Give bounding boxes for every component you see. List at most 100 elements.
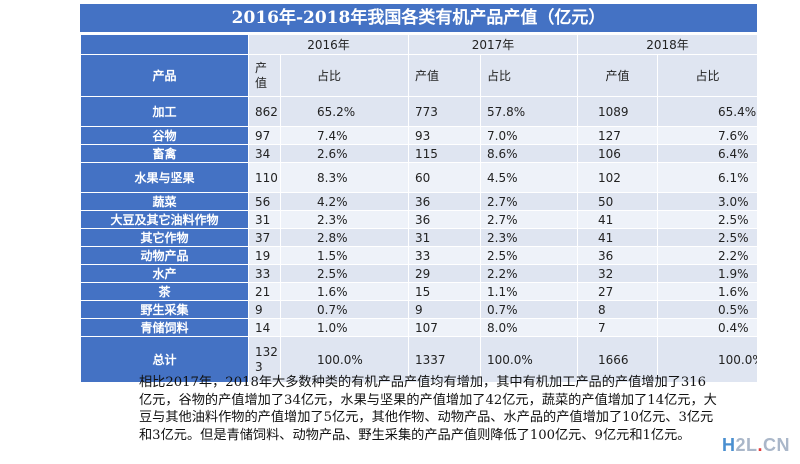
row-category: 水果与坚果 — [80, 162, 249, 193]
share-2016: 2.8% — [279, 228, 410, 247]
share-2017: 0.7% — [480, 300, 579, 319]
share-2018: 1.6% — [657, 282, 759, 301]
row-category: 大豆及其它油料作物 — [80, 210, 249, 229]
share-2017: 1.1% — [480, 282, 579, 301]
total-label: 总计 — [80, 336, 249, 383]
watermark-l: L — [745, 435, 758, 455]
value-2018: 127 — [577, 126, 659, 145]
total-share-2018: 100.0% — [657, 336, 759, 383]
table-row: 谷物 97 7.4% 93 7.0% 127 7.6% — [80, 126, 759, 145]
share-header-2018: 占比 — [657, 54, 759, 97]
year-header-2018: 2018年 — [577, 34, 759, 55]
share-2016: 2.6% — [279, 144, 410, 163]
value-2017: 115 — [408, 144, 482, 163]
share-2017: 2.2% — [480, 264, 579, 283]
share-2018: 2.5% — [657, 228, 759, 247]
value-header-2017: 产值 — [408, 54, 482, 97]
value-2017: 36 — [408, 210, 482, 229]
table-row: 动物产品 19 1.5% 33 2.5% 36 2.2% — [80, 246, 759, 265]
table-row: 大豆及其它油料作物 31 2.3% 36 2.7% 41 2.5% — [80, 210, 759, 229]
row-category: 其它作物 — [80, 228, 249, 247]
value-2016: 862 — [248, 96, 281, 127]
table-row: 茶 21 1.6% 15 1.1% 27 1.6% — [80, 282, 759, 301]
share-2016: 0.7% — [279, 300, 410, 319]
row-category: 水产 — [80, 264, 249, 283]
table-row: 水产 33 2.5% 29 2.2% 32 1.9% — [80, 264, 759, 283]
value-2016: 19 — [248, 246, 281, 265]
row-category: 谷物 — [80, 126, 249, 145]
value-2016: 37 — [248, 228, 281, 247]
total-share-2016: 100.0% — [279, 336, 410, 383]
value-2017: 29 — [408, 264, 482, 283]
share-2017: 2.7% — [480, 210, 579, 229]
share-2017: 4.5% — [480, 162, 579, 193]
share-2016: 7.4% — [279, 126, 410, 145]
value-2016: 34 — [248, 144, 281, 163]
summary-paragraph: 相比2017年，2018年大多数种类的有机产品产值均有增加，其中有机加工产品的产… — [139, 375, 717, 443]
value-2018: 8 — [577, 300, 659, 319]
share-2017: 2.5% — [480, 246, 579, 265]
value-2018: 7 — [577, 318, 659, 337]
watermark-cn: CN — [763, 435, 790, 455]
share-2016: 4.2% — [279, 192, 410, 211]
share-2016: 2.3% — [279, 210, 410, 229]
value-2017: 31 — [408, 228, 482, 247]
value-2017: 15 — [408, 282, 482, 301]
share-2017: 2.7% — [480, 192, 579, 211]
value-header-2018: 产值 — [577, 54, 659, 97]
share-2018: 65.4% — [657, 96, 759, 127]
share-2017: 2.3% — [480, 228, 579, 247]
share-2018: 6.4% — [657, 144, 759, 163]
share-2018: 0.5% — [657, 300, 759, 319]
row-category: 畜禽 — [80, 144, 249, 163]
table-row: 畜禽 34 2.6% 115 8.6% 106 6.4% — [80, 144, 759, 163]
production-value-table: 2016年 2017年 2018年 产品 产 值 占比 产值 占比 产值 占比 … — [80, 34, 759, 383]
value-2016: 9 — [248, 300, 281, 319]
value-2017: 773 — [408, 96, 482, 127]
share-2016: 8.3% — [279, 162, 410, 193]
share-2016: 2.5% — [279, 264, 410, 283]
share-2018: 6.1% — [657, 162, 759, 193]
share-2016: 1.6% — [279, 282, 410, 301]
share-header-2017: 占比 — [480, 54, 579, 97]
watermark-h: H — [721, 435, 736, 455]
table-body: 加工 862 65.2% 773 57.8% 1089 65.4% 谷物 97 … — [80, 96, 759, 383]
share-2017: 8.0% — [480, 318, 579, 337]
table-row: 蔬菜 56 4.2% 36 2.7% 50 3.0% — [80, 192, 759, 211]
share-2017: 8.6% — [480, 144, 579, 163]
header-blank — [80, 34, 249, 55]
share-2016: 1.5% — [279, 246, 410, 265]
row-category: 加工 — [80, 96, 249, 127]
value-header-2016: 产 值 — [248, 54, 281, 97]
value-2018: 50 — [577, 192, 659, 211]
share-2017: 57.8% — [480, 96, 579, 127]
share-2018: 0.4% — [657, 318, 759, 337]
value-2016: 56 — [248, 192, 281, 211]
value-2016: 31 — [248, 210, 281, 229]
value-2017: 36 — [408, 192, 482, 211]
value-2018: 36 — [577, 246, 659, 265]
value-2017: 107 — [408, 318, 482, 337]
value-2017: 9 — [408, 300, 482, 319]
total-share-2017: 100.0% — [480, 336, 579, 383]
value-2016: 21 — [248, 282, 281, 301]
share-2016: 1.0% — [279, 318, 410, 337]
share-2018: 1.9% — [657, 264, 759, 283]
year-header-2016: 2016年 — [247, 34, 410, 55]
table-row-total: 总计 132 3 100.0% 1337 100.0% 1666 100.0% — [80, 336, 759, 383]
total-value-2018: 1666 — [577, 336, 659, 383]
watermark-2: 2 — [735, 435, 746, 455]
share-2018: 7.6% — [657, 126, 759, 145]
value-2017: 60 — [408, 162, 482, 193]
table-row: 加工 862 65.2% 773 57.8% 1089 65.4% — [80, 96, 759, 127]
row-category: 野生采集 — [80, 300, 249, 319]
share-header-2016: 占比 — [279, 54, 410, 97]
share-2017: 7.0% — [480, 126, 579, 145]
watermark-logo: H2L.CN — [722, 435, 790, 456]
table-row: 其它作物 37 2.8% 31 2.3% 41 2.5% — [80, 228, 759, 247]
watermark-dot: . — [757, 435, 763, 455]
table-row: 水果与坚果 110 8.3% 60 4.5% 102 6.1% — [80, 162, 759, 193]
value-2018: 27 — [577, 282, 659, 301]
row-category: 青储饲料 — [80, 318, 249, 337]
row-category: 蔬菜 — [80, 192, 249, 211]
